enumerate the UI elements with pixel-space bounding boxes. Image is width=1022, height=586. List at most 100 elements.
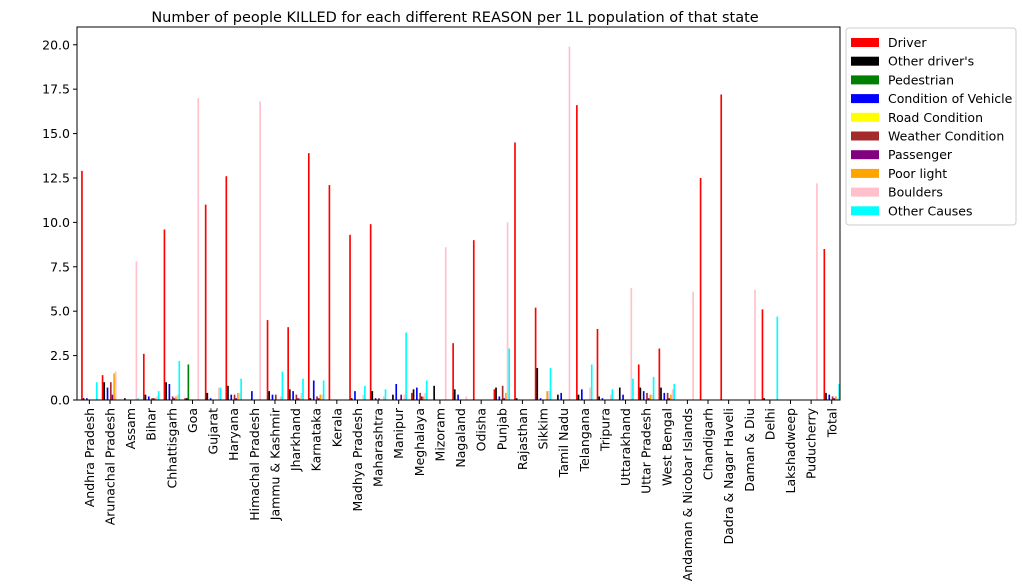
bar-driver — [576, 105, 578, 401]
bar-other-driver-s — [82, 398, 85, 400]
bar-weather-condition — [831, 396, 834, 400]
bar-poor-light — [298, 398, 301, 400]
legend-label: Other driver's — [888, 54, 974, 69]
bar-driver — [287, 327, 289, 400]
y-tick-label: 0.0 — [50, 393, 70, 408]
legend-swatch — [851, 150, 879, 160]
bar-other-causes — [652, 376, 655, 400]
bar-weather-condition — [419, 392, 421, 400]
bar-condition-of-vehicle — [147, 396, 150, 400]
bar-other-driver-s — [825, 392, 827, 400]
legend-swatch — [851, 56, 879, 66]
bar-weather-condition — [666, 392, 669, 400]
bar-condition-of-vehicle — [230, 394, 233, 400]
bar-other-causes — [157, 391, 160, 400]
bar-passenger — [297, 398, 299, 400]
bar-condition-of-vehicle — [622, 394, 624, 400]
bar-weather-condition — [151, 398, 153, 400]
legend-swatch — [851, 38, 879, 47]
bar-boulders — [156, 396, 158, 400]
x-tick-label: Kerala — [329, 408, 344, 447]
bar-condition-of-vehicle — [395, 384, 398, 400]
bar-boulders — [692, 291, 694, 400]
bar-driver — [328, 185, 331, 400]
bar-other-driver-s — [557, 394, 559, 400]
x-tick-label: Rajasthan — [515, 408, 530, 470]
bar-other-causes — [137, 398, 139, 400]
x-tick-label: Puducherry — [804, 407, 819, 479]
bar-condition-of-vehicle — [292, 391, 294, 400]
bar-condition-of-vehicle — [374, 398, 377, 400]
bar-driver — [720, 94, 723, 400]
bar-driver — [369, 224, 372, 400]
bar-condition-of-vehicle — [209, 398, 212, 400]
x-tick-label: Haryana — [226, 408, 241, 461]
bar-boulders — [176, 394, 179, 400]
bar-passenger — [833, 398, 836, 400]
bar-other-causes — [95, 382, 98, 400]
bar-passenger — [111, 394, 114, 400]
x-tick-label: Tripura — [597, 408, 612, 452]
legend-label: Other Causes — [888, 203, 973, 218]
bar-condition-of-vehicle — [312, 380, 315, 400]
x-tick-label: Himachal Pradesh — [247, 408, 262, 521]
bar-boulders — [383, 396, 385, 400]
legend-box — [845, 27, 1017, 226]
bar-other-causes — [240, 378, 242, 400]
bar-other-driver-s — [598, 396, 600, 400]
bar-passenger — [235, 398, 238, 400]
x-tick-label: Telangana — [577, 408, 592, 472]
x-tick-label: Delhi — [762, 408, 777, 440]
bar-other-causes — [364, 385, 366, 400]
bar-boulders — [836, 398, 839, 400]
bar-poor-light — [319, 394, 322, 400]
bar-other-driver-s — [639, 387, 642, 400]
bar-other-driver-s — [392, 394, 394, 400]
bar-driver — [184, 398, 186, 400]
bar-condition-of-vehicle — [642, 391, 645, 400]
bar-driver — [204, 204, 207, 400]
x-tick-label: Lakshadweep — [783, 408, 798, 493]
bar-poor-light — [546, 391, 548, 400]
bar-poor-light — [649, 394, 652, 400]
bar-driver — [823, 249, 826, 400]
legend: Driver Other driver's Pedestrian Condition … — [845, 27, 1017, 226]
bar-passenger — [503, 398, 506, 400]
bar-boulders — [321, 394, 323, 400]
bar-boulders — [403, 394, 406, 400]
x-tick-label: Daman & Diu — [742, 408, 757, 492]
x-tick-label: Dadra & Nagar Haveli — [721, 408, 736, 545]
legend-swatch — [851, 206, 879, 216]
bar-boulders — [259, 101, 261, 400]
bar-driver — [225, 176, 228, 400]
y-tick-label: 5.0 — [50, 304, 70, 319]
legend-label: Driver — [888, 35, 927, 50]
bar-driver — [658, 348, 661, 400]
bar-other-driver-s — [536, 368, 539, 400]
bar-boulders — [568, 46, 571, 400]
bar-other-causes — [219, 387, 222, 400]
bar-other-causes — [549, 368, 552, 400]
bar-boulders — [114, 371, 117, 400]
bar-driver — [761, 309, 764, 400]
bar-other-driver-s — [185, 398, 188, 400]
legend-swatch — [851, 112, 879, 122]
y-tick-label: 12.5 — [42, 170, 70, 185]
bar-passenger — [173, 398, 176, 400]
bar-other-driver-s — [268, 391, 271, 400]
legend-label: Condition of Vehicle — [888, 91, 1013, 106]
legend-label: Passenger — [888, 147, 953, 162]
bar-passenger — [400, 394, 402, 400]
bar-driver — [307, 153, 310, 400]
bar-driver — [514, 142, 516, 400]
bar-boulders — [279, 396, 282, 400]
bar-other-driver-s — [350, 398, 353, 400]
x-tick-label: Odisha — [474, 408, 489, 451]
bar-driver — [411, 392, 413, 400]
bar-other-driver-s — [144, 394, 147, 400]
bar-other-causes — [405, 332, 407, 400]
bar-poor-light — [154, 398, 157, 400]
bar-driver — [596, 328, 599, 400]
bar-weather-condition — [274, 394, 277, 400]
